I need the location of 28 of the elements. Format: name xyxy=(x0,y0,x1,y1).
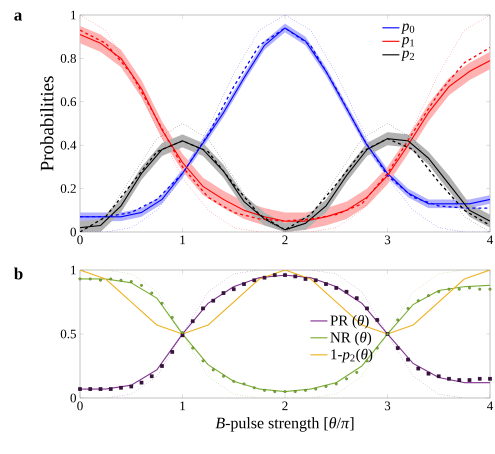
y-tick-label: 1 xyxy=(71,10,76,20)
y-tick-label: 0.4 xyxy=(60,140,76,150)
y-axis-title: Probabilities xyxy=(40,76,54,171)
x-tick-label: 1 xyxy=(180,402,185,410)
x-tick-label: 4 xyxy=(487,236,494,244)
y-tick-label: 0.2 xyxy=(60,184,76,193)
x-tick-label: 2 xyxy=(282,402,288,410)
legend-label: PR (θ) xyxy=(330,314,369,329)
x-tick-label: 2 xyxy=(282,236,288,244)
x-tick-label: 4 xyxy=(487,402,494,410)
y-tick-label: 0.8 xyxy=(60,54,76,63)
x-tick-label: 1 xyxy=(180,236,185,244)
x-tick-label: 0 xyxy=(77,236,83,244)
x-tick-label: 3 xyxy=(384,236,390,244)
legend-label: p$_{1}$ xyxy=(401,37,414,48)
legend-label: p$_{2}$ xyxy=(401,50,414,61)
chart-title: b xyxy=(14,268,23,280)
y-tick-label: 0 xyxy=(70,228,76,236)
legend-label: p$_{0}$ xyxy=(401,24,414,34)
x-tick-label: 0 xyxy=(77,402,83,410)
y-tick-label: 1 xyxy=(71,266,76,274)
x-tick-label: 3 xyxy=(384,402,390,410)
chart-title: a xyxy=(14,12,22,21)
y-tick-label: 0.6 xyxy=(60,97,76,106)
x-axis-title: B-pulse strength [θ/π] xyxy=(216,417,354,432)
y-tick-label: 0.5 xyxy=(60,330,76,338)
y-tick-label: 0 xyxy=(70,394,76,402)
legend-label: NR (θ) xyxy=(330,332,372,346)
